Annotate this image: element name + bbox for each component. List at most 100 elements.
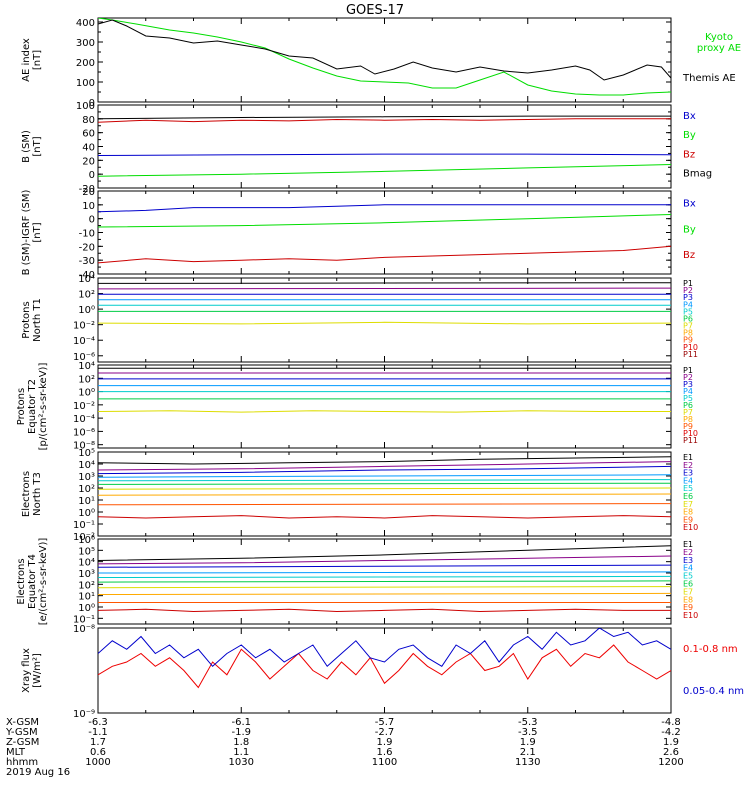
y-axis-label: Electrons	[21, 471, 32, 517]
series-bz	[98, 245, 671, 264]
series-by	[98, 164, 671, 177]
y-tick-label: 10⁻⁹	[73, 709, 95, 720]
series-bz	[98, 118, 671, 123]
y-tick-label: 10⁻¹	[73, 614, 95, 625]
ephemeris-value: 1130	[515, 757, 540, 768]
y-tick-label: 10⁴	[78, 558, 95, 569]
y-tick-label: 20	[82, 156, 95, 167]
ephemeris-row-label: Y-GSM	[5, 727, 38, 738]
ephemeris-row-label: MLT	[6, 747, 26, 758]
ephemeris-value: 1.9	[377, 737, 393, 748]
y-tick-label: 10⁻²	[73, 321, 95, 332]
series-e5	[98, 479, 671, 482]
legend-entry: E5	[683, 484, 693, 493]
series-e8	[98, 493, 671, 496]
panel-frame	[97, 17, 672, 103]
y-axis-label: North T3	[32, 472, 43, 516]
y-tick-label: 10³	[78, 472, 95, 483]
legend-entry: P8	[683, 415, 693, 424]
legend-entry: P1	[683, 366, 693, 375]
panel-xray: 10⁻⁹ 10⁻⁸ Xray flux [W/m²] 0.1-0.8 nm 0.05-0.…	[21, 624, 744, 720]
y-tick-label: 10⁻⁶	[73, 427, 95, 438]
y-tick-label: 10⁻⁸	[73, 441, 95, 452]
ephemeris-row-label: Z-GSM	[6, 737, 39, 748]
ephemeris-value: -2.7	[375, 727, 395, 738]
legend-entry: P7	[683, 322, 693, 331]
panel-frame	[97, 104, 672, 189]
series-p7	[98, 321, 671, 325]
y-tick-label: 10⁻¹	[73, 520, 95, 531]
legend-entry: Bx	[683, 199, 696, 210]
panel-p_t2: 10⁻⁸ 10⁻⁶ 10⁻⁴ 10⁻² 10⁰ 10² 10⁴ Protons Equator …	[16, 361, 698, 452]
x-axis-ephemeris: X-GSM -6.3 -6.1 -5.7 -5.3 -4.8 Y-GSM -1.1 -1.9 -2…	[5, 717, 684, 768]
ephemeris-value: -1.9	[231, 727, 251, 738]
panel-frame	[97, 190, 672, 275]
ephemeris-value: 1100	[372, 757, 397, 768]
y-tick-label: 10⁵	[78, 546, 95, 557]
y-tick-label: 10²	[78, 484, 95, 495]
date-label: 2019 Aug 16	[6, 767, 70, 778]
y-tick-label: 300	[76, 38, 95, 49]
series-e4	[98, 571, 671, 574]
panel-b: -20 0 20 40 60 80 100 B (SM) [nT] Bx By Bz Bmag	[21, 101, 712, 195]
legend-entry: Bmag	[683, 169, 712, 180]
y-tick-label: 10²	[78, 290, 95, 301]
series-bmag	[98, 115, 671, 120]
legend-entry: P3	[683, 380, 693, 389]
series-0-05-0-4-nm	[98, 628, 671, 668]
y-tick-label: 10²	[78, 580, 95, 591]
legend-entry: 0.05-0.4 nm	[683, 686, 744, 697]
ephemeris-value: -6.1	[231, 717, 251, 728]
ephemeris-value: 0.6	[90, 747, 106, 758]
series-by	[98, 214, 671, 228]
legend-entry: E6	[683, 580, 693, 589]
legend-entry: P6	[683, 401, 693, 410]
legend-kyoto: proxy AE	[697, 43, 741, 54]
series-p7	[98, 410, 671, 413]
y-tick-label: 10⁻⁴	[73, 414, 95, 425]
ephemeris-value: -5.7	[375, 717, 395, 728]
legend-entry: P8	[683, 329, 693, 338]
y-tick-label: -30	[79, 256, 95, 267]
series-e5	[98, 575, 671, 578]
ephemeris-value: 1.9	[520, 737, 536, 748]
series-bx	[98, 153, 671, 156]
y-tick-label: 10⁰	[78, 508, 95, 519]
y-tick-label: 10²	[78, 374, 95, 385]
y-tick-label: 400	[76, 18, 95, 29]
legend-entry: E4	[683, 476, 693, 485]
y-tick-label: 10³	[78, 569, 95, 580]
legend-entry: P3	[683, 293, 693, 302]
legend-entry: P4	[683, 387, 693, 396]
y-tick-label: 10⁶	[78, 535, 95, 546]
y-tick-label: 100	[76, 78, 95, 89]
y-tick-label: -20	[79, 184, 95, 195]
y-tick-label: 10⁻⁶	[73, 352, 95, 363]
y-tick-label: 10⁰	[78, 388, 95, 399]
series-e4	[98, 474, 671, 478]
legend-entry: P5	[683, 394, 693, 403]
y-axis-label: Xray flux	[21, 648, 32, 693]
legend-entry: E1	[683, 453, 693, 462]
y-axis-label: [W/m²]	[32, 653, 43, 688]
legend-entry: E8	[683, 595, 693, 604]
legend-entry: P2	[683, 373, 693, 382]
y-axis-label: Electrons	[16, 558, 27, 604]
ephemeris-value: 1000	[85, 757, 110, 768]
legend-entry: Bz	[683, 250, 695, 261]
ephemeris-value: 2.1	[520, 747, 536, 758]
legend-entry: 0.1-0.8 nm	[683, 644, 738, 655]
series-0-1-0-8-nm	[98, 644, 671, 689]
panel-frame	[97, 364, 672, 449]
series-e6	[98, 482, 671, 485]
series-e2	[98, 555, 671, 565]
legend-entry: E9	[683, 603, 693, 612]
ephemeris-value: 1.1	[233, 747, 249, 758]
series-e9	[98, 503, 671, 506]
ephemeris-value: -3.5	[518, 727, 538, 738]
legend-entry: P11	[683, 436, 698, 445]
series-kyoto-proxy-ae	[98, 18, 671, 96]
y-axis-label: Protons	[16, 388, 27, 425]
